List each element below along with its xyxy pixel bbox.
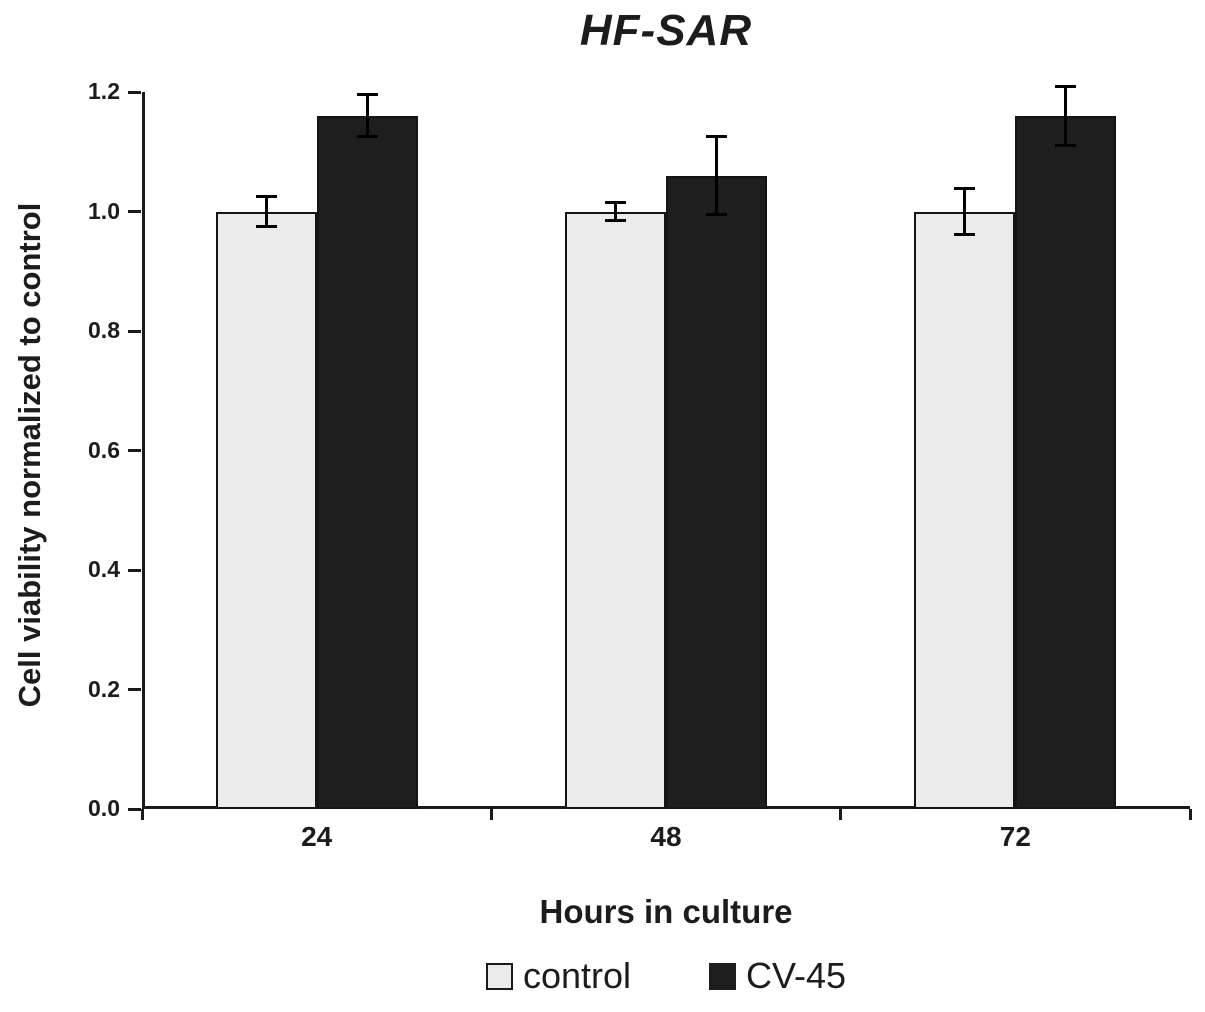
x-tick: [140, 809, 144, 820]
y-tick-label: 0.0: [88, 795, 120, 821]
y-tick-label: 1.2: [88, 78, 120, 104]
error-bar-CV-45-24: [365, 94, 369, 137]
error-bar-CV-45-24-cap: [356, 135, 378, 139]
legend-swatch-icon: [485, 962, 513, 990]
y-tick-label: 0.4: [88, 556, 120, 582]
x-axis-title: Hours in culture: [539, 893, 793, 930]
bar-CV-45-24: [316, 115, 418, 809]
x-tick: [1188, 809, 1192, 820]
x-tick-label: 24: [301, 821, 333, 852]
chart-title: HF-SAR: [579, 6, 753, 55]
y-tick: [128, 688, 141, 691]
legend-swatch-icon: [709, 962, 736, 990]
error-bar-control-48-cap: [605, 201, 626, 205]
y-tick: [128, 568, 141, 572]
error-bar-CV-45-48-cap: [706, 135, 727, 139]
error-bar-CV-45-72-cap: [1055, 144, 1077, 148]
error-bar-control-48: [614, 202, 617, 221]
error-bar-CV-45-48: [715, 136, 718, 215]
error-bar-CV-45-72: [1064, 86, 1068, 146]
error-bar-control-24-cap: [255, 195, 277, 199]
bar-CV-45-72: [1015, 115, 1117, 809]
bar-control-48: [565, 211, 666, 809]
x-tick-label: 72: [999, 821, 1031, 852]
x-tick: [489, 809, 493, 820]
y-tick: [128, 329, 141, 333]
y-tick: [128, 210, 141, 213]
legend-label: CV-45: [746, 955, 847, 996]
y-tick: [128, 807, 141, 811]
bar-control-72: [914, 211, 1016, 809]
y-tick-label: 0.6: [88, 436, 120, 463]
y-tick: [128, 90, 141, 94]
x-tick: [839, 809, 843, 820]
bar-CV-45-48: [666, 175, 767, 809]
y-tick-label: 0.8: [88, 317, 120, 343]
y-tick-label: 0.2: [88, 675, 120, 702]
bar-control-24: [215, 211, 317, 809]
error-bar-control-72-cap: [954, 232, 976, 236]
legend-label: control: [522, 955, 631, 996]
x-tick-label: 48: [650, 821, 682, 852]
error-bar-control-24-cap: [255, 224, 277, 228]
y-axis-title: Cell viability normalized to control: [12, 202, 47, 708]
error-bar-CV-45-72-cap: [1055, 84, 1077, 88]
legend-item-control: control: [485, 955, 631, 997]
y-tick: [128, 449, 141, 452]
error-bar-CV-45-24-cap: [356, 93, 378, 97]
error-bar-control-72-cap: [954, 187, 976, 191]
error-bar-control-72: [963, 188, 967, 235]
error-bar-control-48-cap: [605, 218, 626, 222]
error-bar-CV-45-48-cap: [706, 212, 727, 216]
y-tick-label: 1.0: [88, 197, 120, 224]
error-bar-control-24: [264, 196, 268, 227]
legend: control CV-45: [142, 955, 1190, 997]
legend-item-CV-45: CV-45: [709, 955, 846, 997]
